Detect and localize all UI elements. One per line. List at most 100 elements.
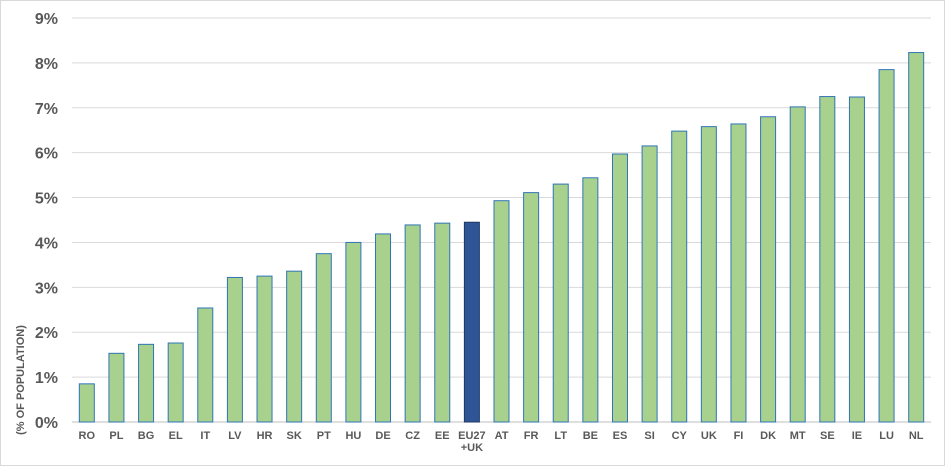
x-tick-label: FI <box>734 430 744 442</box>
x-tick-label: SI <box>644 430 654 442</box>
x-tick-label: LV <box>228 430 242 442</box>
x-tick-label-line: NL <box>909 430 924 442</box>
x-tick-label-line: FI <box>734 430 744 442</box>
bars <box>78 52 925 423</box>
bar-at <box>493 200 510 423</box>
bar-se <box>819 96 836 423</box>
y-tick-label: 0% <box>35 415 58 432</box>
x-tick-label: FR <box>524 430 539 442</box>
x-tick-label: BG <box>138 430 155 442</box>
bar-ee <box>434 222 451 423</box>
x-tick-label-line: MT <box>790 430 806 442</box>
bar-cz <box>404 224 421 423</box>
bar-eu27-uk <box>463 221 480 423</box>
x-tick-label-line: RO <box>79 430 96 442</box>
x-tick-label-line: CY <box>672 430 688 442</box>
x-tick-label: BE <box>583 430 598 442</box>
x-tick-label-line: CZ <box>405 430 420 442</box>
y-tick-label: 2% <box>35 325 58 342</box>
x-tick-label-line: BE <box>583 430 598 442</box>
x-tick-label: IE <box>852 430 862 442</box>
x-tick-label-line: IE <box>852 430 862 442</box>
x-tick-label: HR <box>257 430 273 442</box>
y-tick-label: 4% <box>35 235 58 252</box>
y-axis-title: (% OF POPULATION) <box>15 325 27 435</box>
x-tick-label-line: LU <box>879 430 894 442</box>
x-tick-label: LU <box>879 430 894 442</box>
bar-mt <box>789 106 806 423</box>
bar-be <box>582 177 599 423</box>
x-tick-label: DE <box>375 430 390 442</box>
y-tick-label: 3% <box>35 280 58 297</box>
y-tick-label: 9% <box>35 11 58 28</box>
bar-ro <box>78 383 95 423</box>
x-tick-label-line: SK <box>287 430 302 442</box>
bar-pl <box>108 352 125 423</box>
x-tick-label-line: EE <box>435 430 450 442</box>
gridlines <box>72 17 931 423</box>
bar-ie <box>848 96 865 423</box>
x-axis-ticks: RO PL BG EL IT LV HR SK PT HU DE CZ EE EU27 +UK AT FR LT B… <box>79 430 924 454</box>
bar-it <box>197 307 214 423</box>
bar-lv <box>226 276 243 423</box>
x-tick-label: ES <box>613 430 628 442</box>
bar-dk <box>760 116 777 423</box>
x-tick-label: CZ <box>405 430 420 442</box>
y-tick-label: 6% <box>35 146 58 163</box>
x-tick-label: SE <box>820 430 835 442</box>
x-tick-label-line: SI <box>644 430 654 442</box>
y-axis-ticks: 0% 1% 2% 3% 4% 5% 6% 7% 8% 9% <box>35 11 58 432</box>
bar-lt <box>552 183 569 423</box>
bar-fr <box>523 192 540 423</box>
x-tick-label: IT <box>200 430 210 442</box>
bar-uk <box>700 126 717 423</box>
x-tick-label-line: ES <box>613 430 628 442</box>
x-tick-label-line: IT <box>200 430 210 442</box>
bar-lu <box>878 69 895 423</box>
x-tick-label: NL <box>909 430 924 442</box>
bar-pt <box>315 253 332 423</box>
x-tick-label: HU <box>345 430 361 442</box>
bar-sk <box>286 270 303 423</box>
x-tick-label-line: HR <box>257 430 273 442</box>
x-tick-label-line: DE <box>375 430 390 442</box>
x-tick-label: PL <box>109 430 123 442</box>
x-tick-label: EL <box>169 430 183 442</box>
bar-nl <box>908 52 925 423</box>
x-tick-label-line: EL <box>169 430 183 442</box>
x-tick-label-line: UK <box>701 430 717 442</box>
x-tick-label-line: +UK <box>461 442 483 454</box>
x-tick-label: AT <box>495 430 509 442</box>
x-tick-label: EE <box>435 430 450 442</box>
x-tick-label: CY <box>672 430 688 442</box>
x-tick-label-line: DK <box>760 430 776 442</box>
x-tick-label-line: BG <box>138 430 155 442</box>
bar-bg <box>138 343 155 423</box>
y-tick-label: 5% <box>35 191 58 208</box>
x-tick-label-line: PL <box>109 430 123 442</box>
x-tick-label-line: SE <box>820 430 835 442</box>
x-tick-label-line: LV <box>228 430 242 442</box>
x-tick-label: LT <box>554 430 567 442</box>
y-tick-label: 7% <box>35 101 58 118</box>
x-tick-label: SK <box>287 430 302 442</box>
x-tick-label-line: FR <box>524 430 539 442</box>
x-tick-label-line: EU27 <box>458 430 486 442</box>
x-tick-label-line: HU <box>345 430 361 442</box>
bar-cy <box>671 130 688 423</box>
x-tick-label: RO <box>79 430 96 442</box>
x-tick-label: DK <box>760 430 776 442</box>
y-tick-label: 1% <box>35 370 58 387</box>
bar-si <box>641 145 658 423</box>
x-tick-label: EU27 +UK <box>458 430 486 454</box>
bar-el <box>167 342 184 423</box>
x-tick-label-line: LT <box>554 430 567 442</box>
bar-es <box>611 153 628 423</box>
x-tick-label: PT <box>317 430 331 442</box>
bar-hu <box>345 241 362 423</box>
bar-hr <box>256 275 273 423</box>
x-tick-label-line: PT <box>317 430 331 442</box>
x-tick-label: MT <box>790 430 806 442</box>
x-tick-label: UK <box>701 430 717 442</box>
